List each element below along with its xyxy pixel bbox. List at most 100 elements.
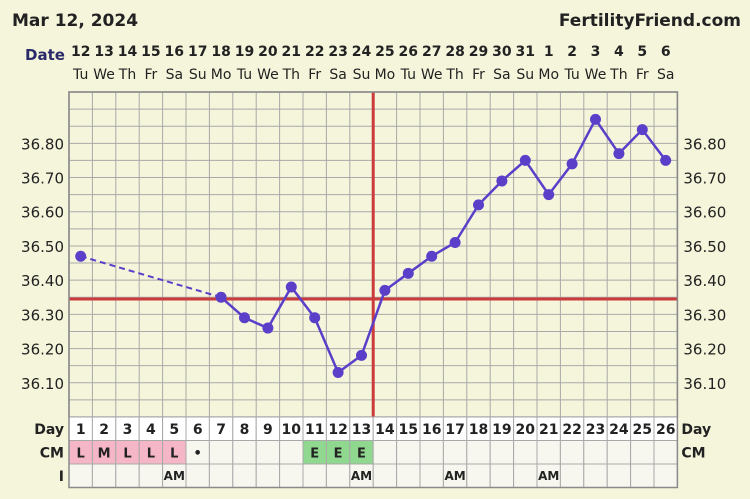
intercourse-cell — [91, 463, 117, 488]
intercourse-value: AM — [538, 469, 559, 483]
intercourse-cell — [583, 463, 608, 488]
intercourse-cell — [232, 463, 257, 488]
cycle-day-number: 20 — [516, 422, 536, 438]
temp-point — [473, 199, 484, 211]
temp-point — [75, 250, 87, 262]
cycle-day-number: 17 — [445, 422, 464, 438]
date-number: 24 — [352, 44, 372, 60]
day-row-label: Day — [34, 422, 64, 438]
cycle-day-number: 15 — [399, 422, 418, 438]
weekday-label: Fr — [636, 67, 649, 83]
intercourse-cell — [630, 463, 655, 488]
temp-point — [426, 250, 438, 262]
cycle-day-number: 25 — [633, 422, 652, 438]
date-number: 13 — [94, 44, 113, 60]
weekday-label: Tu — [400, 67, 416, 83]
temp-point — [239, 312, 250, 324]
i-row-label: I — [59, 469, 64, 485]
date-number: 16 — [165, 44, 184, 60]
cm-cell — [630, 440, 655, 465]
weekday-label: Tu — [563, 67, 579, 83]
cycle-day-number: 1 — [76, 422, 86, 438]
temp-point — [332, 367, 344, 379]
y-tick-right: 36.40 — [683, 272, 726, 290]
intercourse-cell — [606, 463, 632, 488]
temp-line-dashed — [80, 255, 222, 299]
weekday-label: Th — [609, 67, 627, 83]
temp-point — [590, 113, 601, 125]
cycle-day-number: 12 — [328, 422, 347, 438]
weekday-label: Th — [118, 67, 136, 83]
weekday-label: We — [93, 67, 115, 83]
cm-cell — [513, 440, 538, 465]
intercourse-cell — [68, 463, 93, 488]
cycle-day-number: 8 — [240, 422, 250, 438]
temp-line-segment — [524, 159, 550, 196]
cycle-day-number: 26 — [656, 422, 675, 438]
date-number: 3 — [591, 44, 601, 60]
cm-value: E — [334, 447, 343, 462]
intercourse-cell — [185, 463, 210, 488]
cycle-day-number: 10 — [282, 422, 302, 438]
cm-value: E — [310, 447, 319, 462]
temp-line-segment — [290, 286, 316, 319]
weekday-label: We — [585, 67, 607, 83]
date-number: 1 — [544, 44, 554, 60]
date-number: 22 — [305, 44, 324, 60]
weekday-label: Sa — [657, 67, 674, 83]
weekday-label: Fr — [472, 67, 485, 83]
cm-value: L — [77, 447, 85, 462]
cm-cell — [279, 440, 304, 465]
weekday-label: Fr — [308, 67, 321, 83]
weekday-label: Tu — [72, 67, 88, 83]
y-tick-left: 36.50 — [21, 238, 64, 256]
weekday-label: Mo — [375, 67, 396, 83]
cm-cell — [232, 440, 257, 465]
date-number: 20 — [258, 44, 278, 60]
date-number: 14 — [118, 44, 138, 60]
y-tick-right: 36.10 — [683, 375, 726, 393]
cm-value: L — [170, 447, 178, 462]
weekday-label: We — [421, 67, 443, 83]
temp-point — [262, 322, 274, 334]
cycle-day-number: 7 — [216, 422, 226, 438]
temp-line-segment — [477, 180, 503, 206]
date-number: 31 — [516, 44, 535, 60]
temp-point — [660, 154, 672, 166]
intercourse-value: AM — [164, 469, 185, 483]
intercourse-cell — [255, 463, 281, 488]
cm-cell — [372, 440, 398, 465]
weekday-label: Sa — [329, 67, 346, 83]
temp-point — [215, 291, 227, 303]
y-tick-left: 36.10 — [21, 375, 64, 393]
cycle-day-number: 4 — [146, 422, 156, 438]
date-number: 25 — [375, 44, 394, 60]
cm-cell — [559, 440, 585, 465]
temp-point — [402, 267, 414, 279]
cm-value: • — [194, 447, 202, 462]
cycle-day-number: 2 — [99, 422, 109, 438]
date-number: 28 — [445, 44, 464, 60]
site-name: FertilityFriend.com — [559, 11, 741, 31]
y-tick-left: 36.20 — [21, 341, 64, 359]
cm-row-label-right: CM — [681, 446, 705, 462]
cm-cell — [536, 440, 561, 465]
cm-cell — [396, 440, 421, 465]
temp-point — [356, 349, 367, 361]
date-number: 29 — [469, 44, 488, 60]
date-number: 18 — [211, 44, 230, 60]
weekday-label: Sa — [493, 67, 510, 83]
temp-line-segment — [454, 204, 480, 244]
date-number: 30 — [492, 44, 512, 60]
temp-point — [543, 189, 555, 201]
cm-value: L — [123, 447, 131, 462]
temp-line-segment — [594, 118, 620, 155]
cycle-day-number: 14 — [375, 422, 395, 438]
weekday-label: Fr — [145, 67, 158, 83]
weekday-label: Mo — [211, 67, 232, 83]
intercourse-cell — [419, 463, 444, 488]
cm-cell — [489, 440, 515, 465]
y-tick-left: 36.70 — [21, 170, 64, 188]
intercourse-cell — [513, 463, 538, 488]
